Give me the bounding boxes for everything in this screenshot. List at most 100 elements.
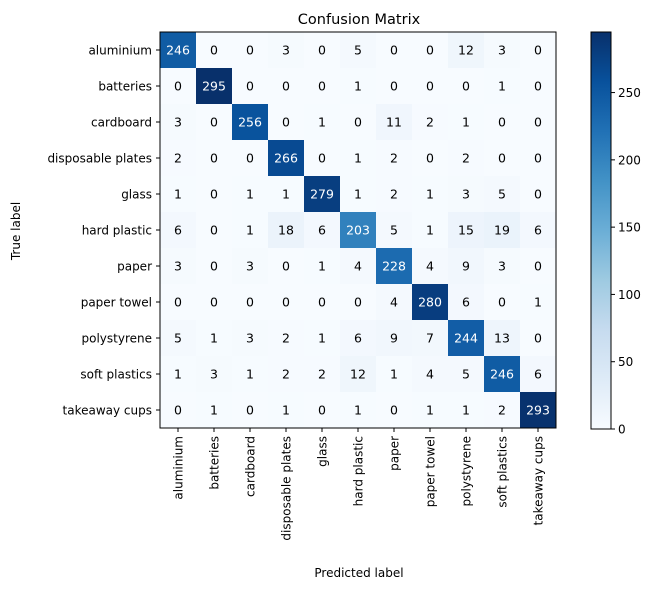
cell-value-label: 12: [350, 367, 366, 382]
cell-value-label: 0: [210, 151, 218, 166]
heatmap-cell: [448, 140, 485, 177]
colorbar-ticks: 0 50 100 150 200 250: [611, 86, 641, 437]
heatmap-cell: [232, 212, 269, 249]
cell-value-label: 6: [174, 223, 182, 238]
cell-value-label: 2: [174, 151, 182, 166]
cell-value-label: 3: [210, 367, 218, 382]
heatmap-cell: [520, 248, 557, 285]
heatmap-cell: [376, 68, 413, 105]
cell-value-label: 0: [246, 403, 254, 418]
cell-value-label: 0: [534, 43, 542, 58]
cell-value-label: 0: [426, 43, 434, 58]
cell-value-label: 0: [282, 79, 290, 94]
x-tick-label: soft plastics: [496, 436, 510, 508]
heatmap-cell: [448, 320, 485, 357]
heatmap-cell: [484, 68, 521, 105]
heatmap-cell: [340, 104, 377, 141]
heatmap-cell: [232, 392, 269, 429]
cell-value-label: 12: [458, 43, 474, 58]
heatmap-cell: [484, 284, 521, 321]
cell-value-label: 1: [462, 403, 470, 418]
cell-value-label: 0: [210, 259, 218, 274]
cell-value-label: 1: [354, 79, 362, 94]
colorbar-tick-label: 200: [618, 153, 641, 167]
heatmap-cell: [160, 104, 197, 141]
heatmap-cell: [412, 248, 449, 285]
x-tick-label: disposable plates: [280, 436, 294, 541]
heatmap-cell: [304, 140, 341, 177]
cell-value-label: 1: [318, 115, 326, 130]
cell-value-label: 1: [246, 367, 254, 382]
cell-value-label: 2: [282, 331, 290, 346]
y-tick-label: cardboard: [91, 116, 152, 130]
cell-value-label: 0: [390, 43, 398, 58]
cell-value-label: 6: [318, 223, 326, 238]
y-tick-label: disposable plates: [47, 152, 152, 166]
heatmap-cell: [520, 356, 557, 393]
heatmap-cell: [268, 176, 305, 213]
heatmap-cell: [304, 68, 341, 105]
heatmap-cell: [160, 248, 197, 285]
x-tick-label: glass: [316, 436, 330, 467]
cell-value-label: 0: [210, 295, 218, 310]
heatmap-cell: [484, 320, 521, 357]
heatmap-cell: [196, 212, 233, 249]
cell-value-label: 0: [246, 79, 254, 94]
heatmap-cell: [268, 392, 305, 429]
heatmap-cells: 246 0 0 3 0 5 0 0 12 3 00 295 0 0 0 1 0 0 0 1 03 0 256 0 1 0 11 2 1 0…: [160, 32, 557, 429]
cell-value-label: 0: [174, 79, 182, 94]
heatmap-cell: [232, 284, 269, 321]
cell-value-label: 0: [390, 403, 398, 418]
heatmap-cell: [376, 356, 413, 393]
cell-value-label: 18: [278, 223, 294, 238]
heatmap-cell: [268, 68, 305, 105]
heatmap-cell: [268, 212, 305, 249]
heatmap-cell: [304, 284, 341, 321]
cell-value-label: 6: [354, 331, 362, 346]
heatmap-cell: [448, 248, 485, 285]
cell-value-label: 1: [462, 115, 470, 130]
cell-value-label: 9: [390, 331, 398, 346]
heatmap-cell: [340, 320, 377, 357]
x-tick-label: polystyrene: [460, 436, 474, 507]
cell-value-label: 0: [354, 295, 362, 310]
cell-value-label: 266: [274, 151, 298, 166]
heatmap-cell: [340, 356, 377, 393]
heatmap-cell: [196, 104, 233, 141]
cell-value-label: 6: [534, 367, 542, 382]
heatmap-cell: [520, 284, 557, 321]
y-tick-label: batteries: [98, 80, 152, 94]
heatmap-cell: [340, 140, 377, 177]
heatmap-cell: [376, 32, 413, 69]
cell-value-label: 0: [534, 115, 542, 130]
cell-value-label: 0: [534, 187, 542, 202]
cell-value-label: 2: [390, 187, 398, 202]
cell-value-label: 13: [494, 331, 510, 346]
heatmap-cell: [412, 104, 449, 141]
y-tick-label: polystyrene: [82, 332, 153, 346]
heatmap-cell: [376, 176, 413, 213]
cell-value-label: 0: [534, 79, 542, 94]
heatmap-cell: [412, 68, 449, 105]
heatmap-cell: [232, 248, 269, 285]
heatmap-cell: [232, 68, 269, 105]
heatmap-cell: [448, 212, 485, 249]
cell-value-label: 0: [282, 115, 290, 130]
cell-value-label: 1: [210, 331, 218, 346]
heatmap-cell: [412, 212, 449, 249]
heatmap-cell: [340, 68, 377, 105]
heatmap-cell: [340, 284, 377, 321]
heatmap-cell: [376, 248, 413, 285]
heatmap-cell: [268, 140, 305, 177]
heatmap-cell: [304, 32, 341, 69]
cell-value-label: 1: [246, 223, 254, 238]
cell-value-label: 1: [318, 331, 326, 346]
cell-value-label: 0: [210, 223, 218, 238]
cell-value-label: 3: [246, 331, 254, 346]
heatmap-cell: [196, 176, 233, 213]
colorbar-tick-label: 150: [618, 221, 641, 235]
cell-value-label: 2: [390, 151, 398, 166]
y-tick-label: soft plastics: [80, 368, 152, 382]
cell-value-label: 0: [246, 43, 254, 58]
cell-value-label: 2: [426, 115, 434, 130]
